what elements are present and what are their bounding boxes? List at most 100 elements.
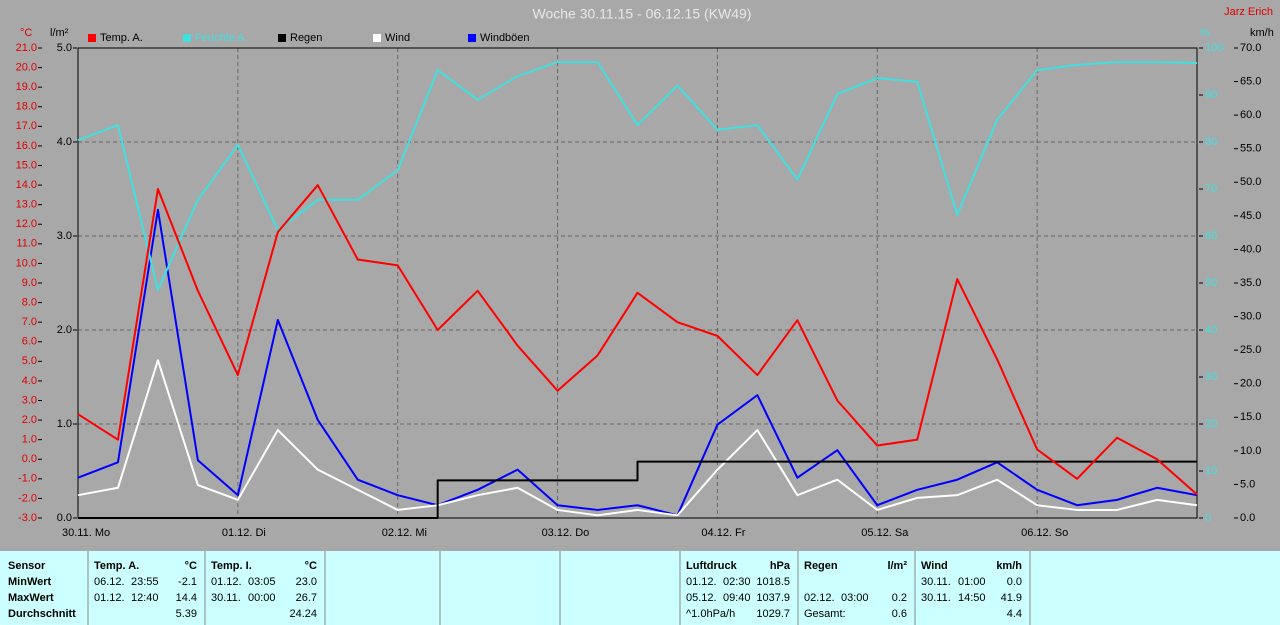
y-tick-label: 3.0: [22, 394, 37, 406]
y2-tick-label: 0.0: [57, 512, 72, 524]
stat-cell: 01.12.: [94, 592, 125, 604]
y3-tick-label: 10: [1205, 465, 1217, 477]
stat-value: 0.6: [892, 608, 907, 620]
block-unit: km/h: [996, 560, 1022, 572]
block-title: Wind: [921, 560, 948, 572]
x-tick-label: 05.12. Sa: [861, 527, 909, 539]
x-tick-label: 30.11. Mo: [62, 527, 110, 539]
legend-swatch: [468, 34, 476, 42]
stat-cell: 14:50: [958, 592, 986, 604]
y3-tick-label: 40: [1205, 324, 1217, 336]
y2-tick-label: 3.0: [57, 230, 72, 242]
y4-tick-label: 55.0: [1240, 143, 1261, 155]
y2-axis-unit: l/m²: [50, 27, 69, 39]
y4-tick-label: 50.0: [1240, 176, 1261, 188]
stat-value: 1018.5: [756, 576, 790, 588]
legend-label: Windböen: [480, 32, 530, 44]
stat-cell: ^1.0hPa/h: [686, 608, 735, 620]
y-tick-label: 9.0: [22, 277, 37, 289]
chart-title: Woche 30.11.15 - 06.12.15 (KW49): [533, 6, 752, 22]
y3-tick-label: 30: [1205, 371, 1217, 383]
y4-tick-label: 5.0: [1240, 478, 1255, 490]
legend-swatch: [373, 34, 381, 42]
stat-value: -2.1: [178, 576, 197, 588]
y-tick-label: -2.0: [18, 492, 37, 504]
sensor-label: MinWert: [8, 576, 52, 588]
y-tick-label: 21.0: [16, 42, 37, 54]
stat-cell: 03:00: [841, 592, 869, 604]
y-axis-unit: °C: [20, 27, 32, 39]
stat-cell: 12:40: [131, 592, 159, 604]
series-line: [77, 61, 1198, 292]
y4-tick-label: 40.0: [1240, 243, 1261, 255]
y3-tick-label: 50: [1205, 277, 1217, 289]
y-tick-label: 17.0: [16, 120, 37, 132]
y-tick-label: 8.0: [22, 296, 37, 308]
y-tick-label: 13.0: [16, 199, 37, 211]
plot-frame: [77, 47, 1198, 519]
block-title: Regen: [804, 560, 838, 572]
stat-value: 26.7: [296, 592, 317, 604]
y2-tick-label: 4.0: [57, 136, 72, 148]
stat-cell: 23:55: [131, 576, 159, 588]
y3-tick-label: 20: [1205, 418, 1217, 430]
x-tick-label: 06.12. So: [1021, 527, 1068, 539]
series-group: [77, 61, 1198, 519]
y3-tick-label: 0: [1205, 512, 1211, 524]
stats-table: [0, 551, 1280, 625]
series-line: [77, 184, 1198, 496]
series-line: [77, 208, 1198, 517]
y-tick-label: 6.0: [22, 336, 37, 348]
y-tick-label: 19.0: [16, 81, 37, 93]
stat-cell: 01:00: [958, 576, 986, 588]
block-title: Temp. A.: [94, 560, 139, 572]
y-tick-label: 5.0: [22, 355, 37, 367]
y4-tick-label: 15.0: [1240, 411, 1261, 423]
stat-cell: 05.12.: [686, 592, 717, 604]
stat-cell: 01.12.: [211, 576, 242, 588]
y-tick-label: 1.0: [22, 434, 37, 446]
block-title: Temp. I.: [211, 560, 252, 572]
y-tick-label: 16.0: [16, 140, 37, 152]
y4-tick-label: 60.0: [1240, 109, 1261, 121]
y-tick-label: 10.0: [16, 257, 37, 269]
y-tick-label: -1.0: [18, 473, 37, 485]
legend-label: Temp. A.: [100, 32, 143, 44]
y4-axis-unit: km/h: [1250, 27, 1274, 39]
y4-tick-label: 70.0: [1240, 42, 1261, 54]
block-unit: hPa: [770, 560, 791, 572]
stat-value: 23.0: [296, 576, 317, 588]
stat-cell: 03:05: [248, 576, 276, 588]
stat-cell: 02.12.: [804, 592, 835, 604]
x-tick-label: 02.12. Mi: [382, 527, 427, 539]
stat-cell: 02:30: [723, 576, 751, 588]
y-tick-label: 12.0: [16, 218, 37, 230]
legend-swatch: [183, 34, 191, 42]
y4-tick-label: 45.0: [1240, 210, 1261, 222]
block-unit: °C: [185, 560, 197, 572]
stat-cell: 06.12.: [94, 576, 125, 588]
y-tick-label: -3.0: [18, 512, 37, 524]
stat-cell: 30.11.: [921, 576, 951, 588]
y4-tick-label: 10.0: [1240, 445, 1261, 457]
y4-tick-label: 30.0: [1240, 310, 1261, 322]
stat-value: 1037.9: [756, 592, 790, 604]
block-title: Luftdruck: [686, 560, 738, 572]
x-tick-label: 04.12. Fr: [701, 527, 745, 539]
legend-label: Regen: [290, 32, 322, 44]
y3-tick-label: 60: [1205, 230, 1217, 242]
y-tick-label: 18.0: [16, 101, 37, 113]
y3-tick-label: 80: [1205, 136, 1217, 148]
series-line: [78, 460, 1197, 519]
stat-value: 5.39: [176, 608, 197, 620]
y4-tick-label: 0.0: [1240, 512, 1255, 524]
block-unit: l/m²: [887, 560, 907, 572]
stat-cell: 30.11.: [921, 592, 951, 604]
y-tick-label: 11.0: [16, 238, 37, 250]
stat-value: 1029.7: [756, 608, 790, 620]
y4-tick-label: 25.0: [1240, 344, 1261, 356]
y3-tick-label: 90: [1205, 89, 1217, 101]
legend-label: Wind: [385, 32, 410, 44]
